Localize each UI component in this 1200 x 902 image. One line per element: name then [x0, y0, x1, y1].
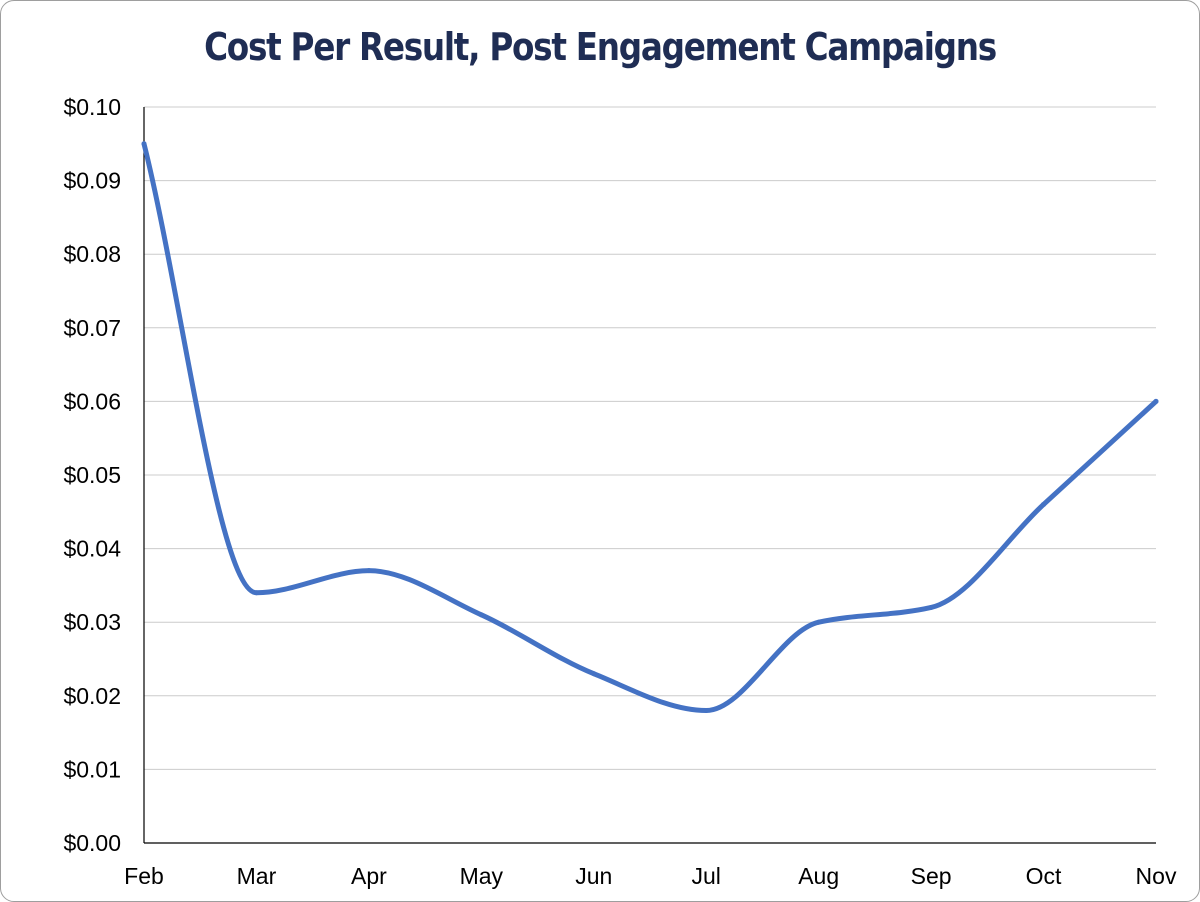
y-tick-label: $0.07	[63, 315, 121, 341]
data-point-aug	[816, 619, 822, 625]
data-point-may	[478, 612, 484, 618]
x-tick-label: Apr	[351, 863, 387, 889]
series-layer	[141, 141, 1159, 714]
y-tick-label: $0.02	[63, 683, 121, 709]
x-tick-label: Mar	[237, 863, 277, 889]
y-tick-label: $0.06	[63, 388, 121, 414]
x-tick-label: Sep	[911, 863, 952, 889]
gridlines	[144, 106, 1156, 770]
y-tick-label: $0.04	[63, 536, 121, 562]
data-point-apr	[366, 568, 372, 574]
y-tick-label: $0.05	[63, 462, 121, 488]
data-point-jun	[591, 671, 597, 677]
series-line	[141, 141, 1159, 714]
y-tick-labels: $0.00 $0.01 $0.02 $0.03 $0.04 $0.05 $0.06 $0.07…	[63, 94, 121, 856]
y-tick-label: $0.08	[63, 241, 121, 267]
y-tick-label: $0.10	[63, 94, 121, 120]
x-tick-label: Jun	[575, 863, 612, 889]
x-tick-label: Aug	[798, 863, 839, 889]
axes	[143, 107, 1156, 844]
x-tick-label: May	[460, 863, 504, 889]
data-point-sep	[928, 604, 934, 610]
y-tick-label: $0.01	[63, 756, 121, 782]
data-point-oct	[1041, 501, 1047, 507]
y-tick-label: $0.09	[63, 168, 121, 194]
data-point-nov	[1153, 398, 1159, 404]
chart-title: Cost Per Result, Post Engagement Campaig…	[204, 25, 997, 69]
y-tick-label: $0.00	[63, 830, 121, 856]
data-point-jul	[703, 708, 709, 714]
x-tick-label: Feb	[124, 863, 164, 889]
x-tick-labels: Feb Mar Apr May Jun Jul Aug Sep Oct Nov	[124, 863, 1177, 889]
data-point-feb	[141, 141, 147, 147]
data-point-mar	[253, 590, 259, 596]
x-tick-label: Jul	[692, 863, 721, 889]
x-tick-label: Nov	[1136, 863, 1177, 889]
x-tick-label: Oct	[1026, 863, 1062, 889]
y-tick-label: $0.03	[63, 609, 121, 635]
